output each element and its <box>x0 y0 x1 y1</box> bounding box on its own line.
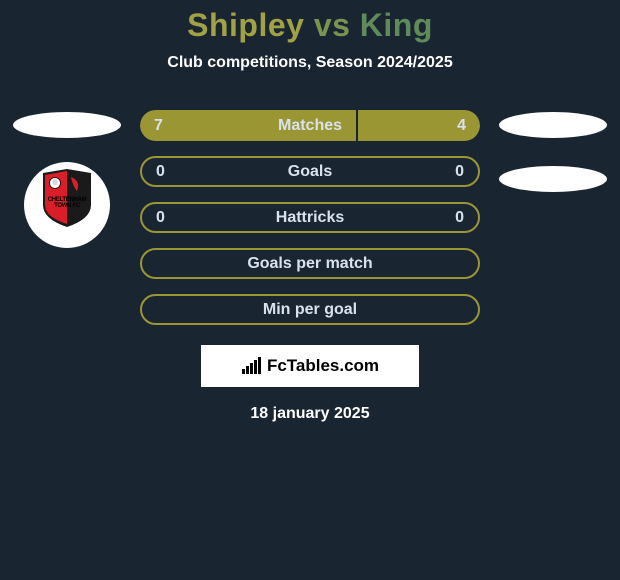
stat-left-value: 7 <box>154 117 163 135</box>
right-side <box>498 110 608 325</box>
left-side: CHELTENHAM TOWN FC <box>12 110 122 325</box>
stat-right-value: 0 <box>455 209 464 227</box>
stat-label: Matches <box>278 117 342 135</box>
stat-label: Min per goal <box>263 301 357 319</box>
stat-right-value: 4 <box>457 117 466 135</box>
stat-row-matches: 7 4 Matches <box>140 110 480 141</box>
stat-row-hattricks: 0 0 Hattricks <box>140 202 480 233</box>
main-content: CHELTENHAM TOWN FC 7 4 Matches 0 0 Goals 0 0 Hat… <box>0 110 620 325</box>
stat-label: Hattricks <box>276 209 344 227</box>
player2-ellipse-1 <box>499 112 607 138</box>
comparison-card: Shipley vs King Club competitions, Seaso… <box>0 0 620 428</box>
club-badge: CHELTENHAM TOWN FC <box>24 162 110 248</box>
brand-box[interactable]: FcTables.com <box>201 345 419 387</box>
page-title: Shipley vs King <box>0 7 620 44</box>
stat-row-goals: 0 0 Goals <box>140 156 480 187</box>
stat-left-value: 0 <box>156 163 165 181</box>
player2-ellipse-2 <box>499 166 607 192</box>
badge-line2: TOWN FC <box>34 203 100 209</box>
stat-label: Goals per match <box>247 255 372 273</box>
player1-ellipse <box>13 112 121 138</box>
player1-name: Shipley <box>187 7 304 43</box>
stat-right-value: 0 <box>455 163 464 181</box>
date-text: 18 january 2025 <box>0 405 620 423</box>
stat-left-value: 0 <box>156 209 165 227</box>
badge-text: CHELTENHAM TOWN FC <box>34 197 100 209</box>
stat-row-min-per-goal: Min per goal <box>140 294 480 325</box>
subtitle: Club competitions, Season 2024/2025 <box>0 54 620 72</box>
brand-text: FcTables.com <box>267 356 379 376</box>
stats-column: 7 4 Matches 0 0 Goals 0 0 Hattricks Goals per mat… <box>140 110 480 325</box>
stat-label: Goals <box>288 163 332 181</box>
player2-name: King <box>360 7 433 43</box>
stat-row-goals-per-match: Goals per match <box>140 248 480 279</box>
bar-chart-icon <box>241 357 263 375</box>
vs-text: vs <box>314 7 351 43</box>
